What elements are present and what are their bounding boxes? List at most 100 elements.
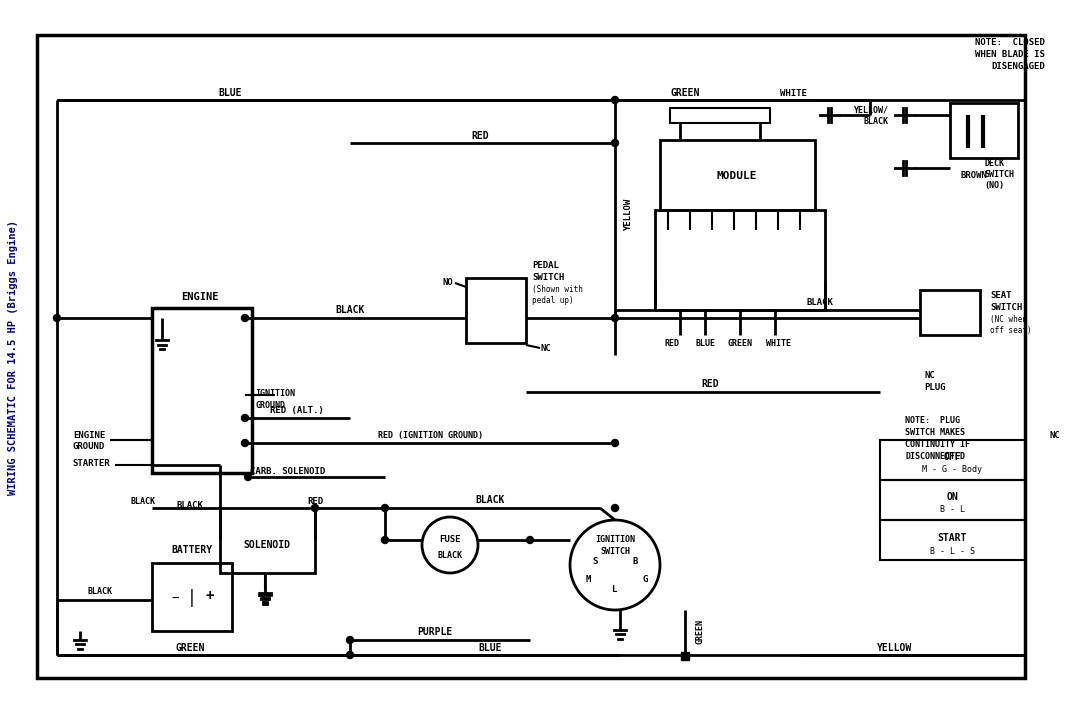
Bar <box>152 563 232 631</box>
Circle shape <box>611 505 619 511</box>
Text: BLACK: BLACK <box>130 498 155 506</box>
Text: NC: NC <box>540 343 551 352</box>
Text: NOTE:  CLOSED: NOTE: CLOSED <box>975 37 1045 46</box>
Text: G: G <box>642 576 648 584</box>
Text: YELLOW: YELLOW <box>624 199 633 231</box>
Text: SWITCH MAKES: SWITCH MAKES <box>905 428 965 436</box>
Text: BLACK: BLACK <box>335 305 365 315</box>
Circle shape <box>241 440 249 446</box>
Circle shape <box>611 440 619 446</box>
Bar <box>220 508 315 573</box>
Text: YELLOW: YELLOW <box>877 643 912 653</box>
Bar <box>152 308 252 473</box>
Text: IGNITION: IGNITION <box>595 536 635 545</box>
Text: B - L: B - L <box>940 506 965 515</box>
Text: SEAT: SEAT <box>990 290 1012 300</box>
Text: B: B <box>633 558 638 566</box>
Text: BATTERY: BATTERY <box>172 545 212 555</box>
Text: SWITCH: SWITCH <box>600 548 630 556</box>
Text: WIRING SCHEMATIC FOR 14.5 HP (Briggs Engine): WIRING SCHEMATIC FOR 14.5 HP (Briggs Eng… <box>7 220 18 495</box>
Text: STARTER: STARTER <box>73 458 110 468</box>
Text: CARB. SOLENOID: CARB. SOLENOID <box>250 468 325 476</box>
Text: −: − <box>171 591 179 604</box>
Text: GREEN: GREEN <box>695 619 704 644</box>
Text: SWITCH: SWITCH <box>984 169 1014 179</box>
Circle shape <box>53 315 61 322</box>
Circle shape <box>526 536 534 543</box>
Text: PEDAL: PEDAL <box>532 260 559 270</box>
Bar <box>660 140 815 210</box>
Text: M - G - Body: M - G - Body <box>922 465 982 475</box>
Bar <box>681 652 689 660</box>
Circle shape <box>611 139 619 147</box>
Text: MODULE: MODULE <box>717 171 758 181</box>
Text: |: | <box>187 589 197 607</box>
Text: NOTE:  PLUG: NOTE: PLUG <box>905 415 960 425</box>
Text: RED: RED <box>472 131 489 141</box>
Text: NO: NO <box>442 277 453 287</box>
Bar <box>880 520 1025 560</box>
Text: GREEN: GREEN <box>670 88 700 98</box>
Text: NC: NC <box>1050 430 1061 440</box>
Text: +: + <box>206 589 214 603</box>
Text: BLUE: BLUE <box>219 88 242 98</box>
Text: BLUE: BLUE <box>695 338 715 347</box>
Text: RED: RED <box>701 379 719 389</box>
Text: RED: RED <box>307 498 323 506</box>
Bar <box>950 103 1018 158</box>
Circle shape <box>611 315 619 322</box>
Circle shape <box>244 473 252 480</box>
Text: WHITE: WHITE <box>765 338 791 347</box>
Bar <box>466 278 526 343</box>
Text: WHITE: WHITE <box>780 89 807 97</box>
Text: OFF: OFF <box>943 452 960 462</box>
Text: NC: NC <box>924 370 935 380</box>
Text: (NO): (NO) <box>984 180 1004 189</box>
Text: M: M <box>586 576 591 584</box>
Text: pedal up): pedal up) <box>532 295 574 305</box>
Text: SOLENOID: SOLENOID <box>243 540 290 550</box>
Bar <box>880 480 1025 520</box>
Circle shape <box>312 505 319 511</box>
Text: WHEN BLADE IS: WHEN BLADE IS <box>975 49 1045 59</box>
Text: RED: RED <box>665 338 680 347</box>
Text: ON: ON <box>946 492 958 502</box>
Text: BLACK: BLACK <box>87 588 112 596</box>
Text: YELLOW/: YELLOW/ <box>853 106 888 114</box>
Text: CONTINUITY IF: CONTINUITY IF <box>905 440 970 448</box>
Text: PURPLE: PURPLE <box>417 627 452 637</box>
Text: ENGINE: ENGINE <box>181 292 219 302</box>
Text: SWITCH: SWITCH <box>532 272 564 282</box>
Circle shape <box>347 651 353 659</box>
Text: BLACK: BLACK <box>176 500 204 510</box>
Text: RED (ALT.): RED (ALT.) <box>270 405 324 415</box>
Text: BLACK: BLACK <box>807 297 833 307</box>
Text: BROWN: BROWN <box>960 170 987 179</box>
Circle shape <box>241 415 249 422</box>
Circle shape <box>241 315 249 322</box>
Text: GROUND: GROUND <box>255 400 285 410</box>
Text: BLACK: BLACK <box>475 495 505 505</box>
Bar <box>670 108 770 123</box>
Bar <box>37 35 1025 678</box>
Circle shape <box>611 97 619 104</box>
Circle shape <box>347 636 353 644</box>
Circle shape <box>382 536 388 543</box>
Text: S: S <box>592 558 598 566</box>
Text: GREEN: GREEN <box>175 643 205 653</box>
Text: DISCONNECTED: DISCONNECTED <box>905 451 965 460</box>
Text: GROUND: GROUND <box>73 441 105 450</box>
Text: SWITCH: SWITCH <box>990 302 1022 312</box>
Text: ENGINE: ENGINE <box>73 430 105 440</box>
Text: GREEN: GREEN <box>728 338 752 347</box>
Text: (NC when: (NC when <box>990 315 1028 323</box>
Bar <box>655 210 825 310</box>
Text: IGNITION: IGNITION <box>255 388 294 398</box>
Text: (Shown with: (Shown with <box>532 285 583 293</box>
Text: DISENGAGED: DISENGAGED <box>991 61 1045 71</box>
Text: DECK: DECK <box>984 159 1004 167</box>
Bar <box>880 440 1025 480</box>
Text: L: L <box>612 586 618 594</box>
Circle shape <box>382 505 388 511</box>
Text: RED (IGNITION GROUND): RED (IGNITION GROUND) <box>378 430 482 440</box>
